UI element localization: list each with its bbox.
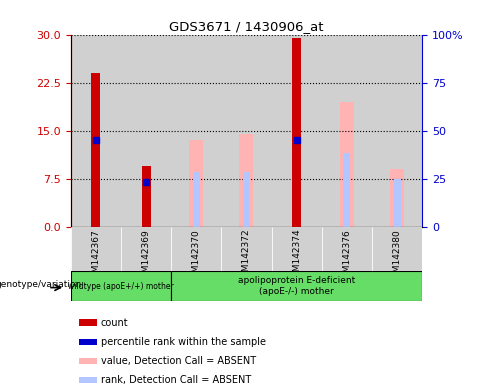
Bar [390,169,404,227]
Bar [79,339,97,345]
Bar [393,179,401,227]
Bar [240,134,253,227]
Title: GDS3671 / 1430906_at: GDS3671 / 1430906_at [169,20,324,33]
Bar [271,35,322,227]
Bar [271,227,322,271]
Bar [71,35,121,227]
Bar [142,166,151,227]
Text: GSM142372: GSM142372 [242,229,251,283]
Bar [121,35,171,227]
FancyBboxPatch shape [71,271,171,301]
Bar [243,172,250,227]
Text: GSM142367: GSM142367 [91,229,101,283]
Bar [79,377,97,383]
Bar [79,358,97,364]
Bar [189,140,203,227]
Bar [292,38,301,227]
Bar [222,227,271,271]
Bar [344,153,350,227]
Bar [71,227,121,271]
FancyBboxPatch shape [171,271,422,301]
Text: apolipoprotein E-deficient
(apoE-/-) mother: apolipoprotein E-deficient (apoE-/-) mot… [238,276,355,296]
Bar [121,227,171,271]
Text: wildtype (apoE+/+) mother: wildtype (apoE+/+) mother [68,281,174,291]
Text: count: count [101,318,128,328]
Bar [222,35,271,227]
Text: GSM142376: GSM142376 [342,229,351,283]
Bar [322,35,372,227]
Bar [372,227,422,271]
Text: GSM142370: GSM142370 [192,229,201,283]
Text: rank, Detection Call = ABSENT: rank, Detection Call = ABSENT [101,375,251,384]
Bar [171,227,222,271]
Bar [372,35,422,227]
Text: value, Detection Call = ABSENT: value, Detection Call = ABSENT [101,356,256,366]
Bar [340,102,354,227]
Text: percentile rank within the sample: percentile rank within the sample [101,337,266,347]
Text: GSM142374: GSM142374 [292,229,301,283]
Text: genotype/variation: genotype/variation [0,280,82,289]
Bar [91,73,101,227]
Text: GSM142369: GSM142369 [142,229,151,283]
Bar [79,319,97,326]
Bar [171,35,222,227]
Bar [193,172,200,227]
Bar [322,227,372,271]
Text: GSM142380: GSM142380 [392,229,402,283]
